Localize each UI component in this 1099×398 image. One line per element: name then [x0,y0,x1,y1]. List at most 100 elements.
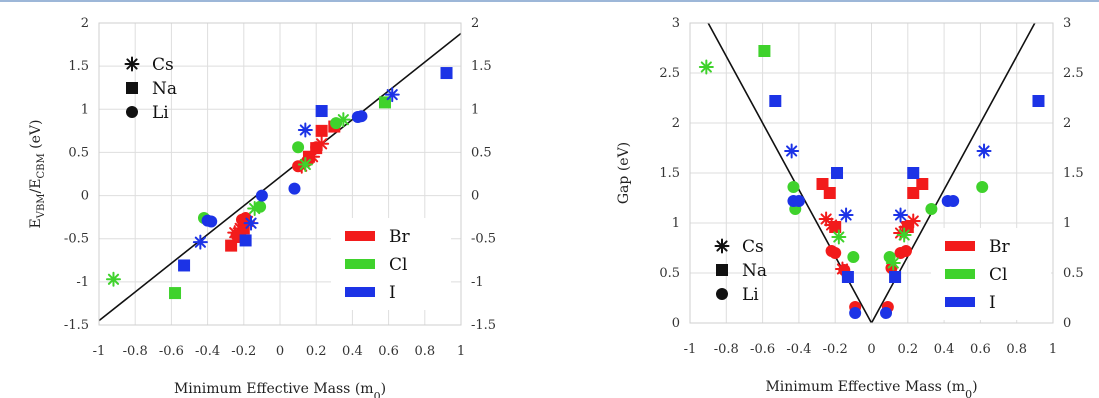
data-point-i-square-2 [841,271,854,283]
data-point-i-square-2 [315,105,328,118]
data-point-cl-circle-2 [847,251,860,263]
y-tick-left-2: 1 [672,216,680,231]
y-tick-right-0: 0 [1063,316,1071,331]
data-point-i-square-1 [239,234,252,247]
legend-br-label: Br [989,237,1010,257]
data-point-cl-square-0 [169,287,182,300]
legend-cs-label: Cs [152,55,174,75]
legend-cs-marker [124,56,140,72]
x-tick-6: 0.2 [306,344,327,359]
legend-cl-swatch [345,259,375,269]
x-tick-7: 0.4 [934,342,955,357]
y-tick-right-6: 3 [1063,16,1071,31]
y-tick-left-3: 1.5 [659,166,680,181]
fit-line [707,23,1036,323]
plot-frame [98,22,462,326]
y-tick-left-4: 2 [672,116,680,131]
data-point-i-circle-5 [355,110,368,123]
y-tick-right-2: 1 [1063,216,1071,231]
x-tick-6: 0.2 [897,342,918,357]
chart1-data-points [105,67,453,300]
chart1-legend: Cs Na Li Br Cl I [124,55,451,310]
data-point-i-circle-1 [205,215,218,228]
data-point-i-circle-5 [947,195,960,207]
y-tick-right-0: -1.5 [471,318,496,333]
data-point-i-star-3 [976,143,992,159]
y-axis-title: EVBM/ECBM (eV) [28,119,47,228]
data-point-br-circle-1 [829,247,842,259]
data-point-cl-star-0 [698,59,714,75]
x-tick-7: 0.4 [342,344,363,359]
data-point-i-square-1 [831,167,844,179]
y-tick-right-3: 0 [471,189,479,204]
data-point-i-square-3 [889,271,902,283]
y-tick-right-5: 2.5 [1063,66,1084,81]
x-tick-1: -0.8 [123,344,148,359]
x-tick-8: 0.6 [378,344,399,359]
y-tick-left-1: -1 [76,275,89,290]
x-tick-8: 0.6 [970,342,991,357]
data-point-br-square-4 [907,187,920,199]
data-point-cl-square-0 [758,45,771,57]
x-tick-10: 1 [457,344,465,359]
data-point-i-star-3 [384,87,400,103]
chart-vbm-cbm-vs-effective-mass: -1.5 -1.5 -1 -1 -0.5 -0.5 0 0 0.5 0.5 1 1 1.5 1.5 2 2 -1… [28,16,496,398]
data-point-i-square-3 [440,67,453,80]
data-point-i-star-1 [243,215,259,231]
data-point-cl-circle-2 [292,141,305,154]
legend-br-swatch [345,231,375,241]
data-point-i-circle-3 [288,182,301,195]
data-point-i-circle-2 [255,189,268,202]
chart1-fit-line [99,32,461,322]
data-point-i-star-1 [838,207,854,223]
legend-na-label: Na [152,79,177,99]
legend-li-marker [716,288,728,300]
chart1-gridlines [98,22,462,326]
x-tick-5: 0 [867,342,875,357]
chart2-axes: 0 0 0.5 0.5 1 1 1.5 1.5 2 2 2.5 2.5 3 3 -1 -0.8 -0.6 -0.4… [616,16,1084,398]
data-point-i-circle-1 [792,195,805,207]
data-point-i-square-4 [907,167,920,179]
legend-i-label: I [389,283,396,303]
x-axis-title: Minimum Effective Mass (m0) [765,379,977,398]
data-point-i-square-5 [1032,95,1045,107]
x-tick-3: -0.4 [195,344,220,359]
chart2-fit-line [707,23,1036,323]
data-point-br-circle-0 [230,229,243,242]
x-axis-title: Minimum Effective Mass (m0) [174,381,386,398]
data-point-i-square-0 [178,259,191,272]
y-tick-left-4: 0.5 [68,145,89,160]
chart2-legend: Cs Na Li Br Cl I [714,228,1051,320]
data-point-i-star-0 [192,234,208,250]
legend-cs-label: Cs [742,237,764,257]
legend-na-marker [716,264,728,276]
x-tick-2: -0.6 [750,342,775,357]
data-point-cl-circle-5 [976,181,989,193]
fit-line [99,32,461,322]
x-tick-9: 0.8 [1006,342,1027,357]
data-point-cl-circle-3 [883,251,896,263]
legend-i-label: I [989,293,996,313]
data-point-br-circle-7 [899,245,912,257]
y-tick-right-1: -1 [471,275,484,290]
legend-br-label: Br [389,227,410,247]
legend-i-swatch [345,287,375,297]
x-tick-5: 0 [276,344,284,359]
data-point-cl-circle-1 [254,200,267,213]
data-point-i-star-2 [297,122,313,138]
y-tick-left-5: 1 [81,102,89,117]
y-tick-left-3: 0 [81,189,89,204]
legend-br-swatch [945,241,975,251]
x-tick-10: 1 [1049,342,1057,357]
data-point-i-circle-2 [849,307,862,319]
data-point-cl-star-2 [297,157,313,173]
y-tick-left-0: -1.5 [64,318,89,333]
y-tick-right-2: -0.5 [471,232,496,247]
data-point-cl-star-3 [896,227,912,243]
y-tick-right-4: 2 [1063,116,1071,131]
x-tick-3: -0.4 [786,342,811,357]
legend-li-label: Li [742,285,759,305]
data-point-cl-circle-0 [787,181,800,193]
legend-na-label: Na [742,261,767,281]
y-tick-left-7: 2 [81,16,89,31]
